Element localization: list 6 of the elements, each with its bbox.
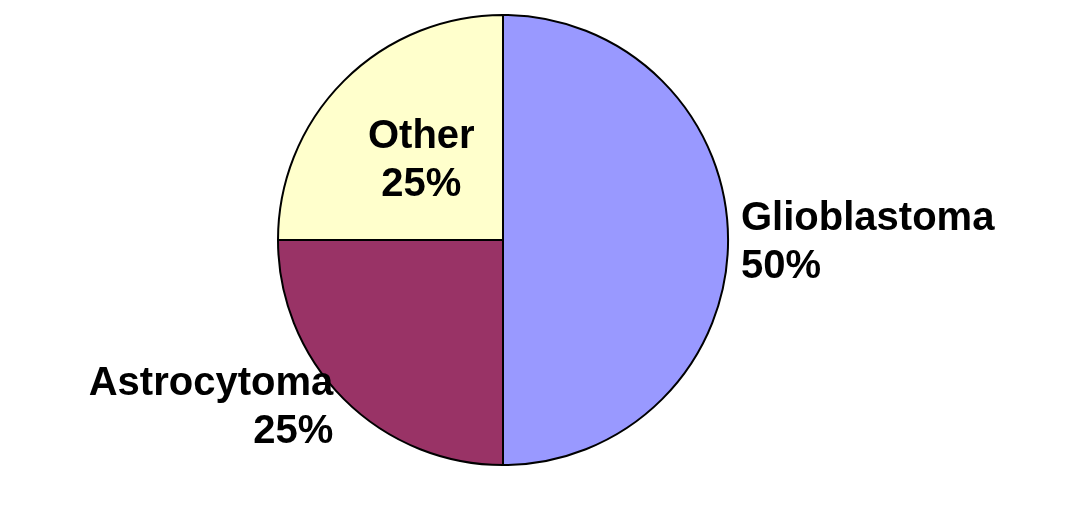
data-label: 50% — [741, 242, 822, 286]
slice-label: Astrocytoma — [88, 358, 334, 403]
slice-label: Other — [367, 112, 475, 157]
slice-label: Glioblastoma — [741, 194, 996, 238]
data-label: 25% — [253, 406, 334, 451]
data-label: 25% — [381, 160, 462, 205]
